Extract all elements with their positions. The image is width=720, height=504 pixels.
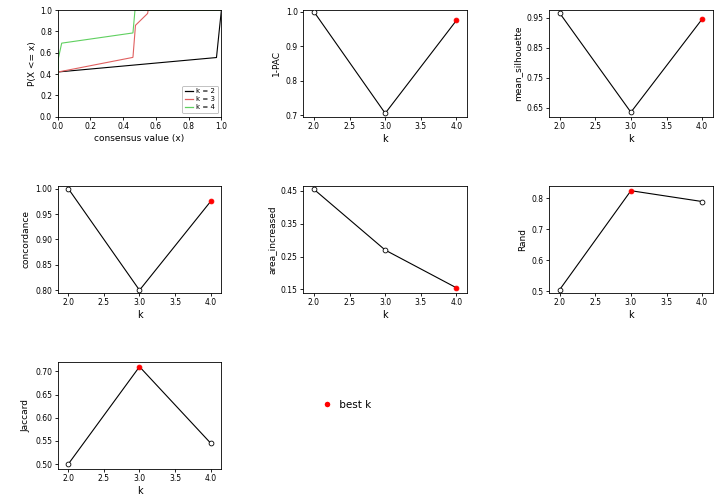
- Point: [63, 184, 74, 193]
- Legend: k = 2, k = 3, k = 4: k = 2, k = 3, k = 4: [182, 86, 218, 113]
- Point: [63, 460, 74, 468]
- Point: [205, 439, 217, 447]
- Point: [379, 109, 391, 117]
- Point: [696, 15, 708, 23]
- Point: [625, 108, 636, 116]
- Point: [308, 8, 320, 16]
- Point: [451, 16, 462, 24]
- X-axis label: k: k: [137, 486, 143, 496]
- Point: [554, 286, 565, 294]
- Y-axis label: concordance: concordance: [22, 210, 31, 269]
- Y-axis label: P(X <= x): P(X <= x): [28, 41, 37, 86]
- Y-axis label: area_increased: area_increased: [268, 205, 276, 274]
- Point: [379, 246, 391, 254]
- Point: [205, 197, 217, 205]
- Point: [308, 185, 320, 194]
- Point: [696, 198, 708, 206]
- Y-axis label: mean_silhouette: mean_silhouette: [513, 26, 522, 101]
- Y-axis label: 1-PAC: 1-PAC: [272, 50, 282, 77]
- X-axis label: k: k: [628, 310, 634, 320]
- Point: [554, 9, 565, 17]
- X-axis label: consensus value (x): consensus value (x): [94, 134, 184, 143]
- X-axis label: k: k: [137, 310, 143, 320]
- X-axis label: k: k: [382, 310, 388, 320]
- Y-axis label: Rand: Rand: [518, 228, 527, 251]
- Point: [625, 186, 636, 195]
- Legend:  best k: best k: [325, 400, 372, 410]
- X-axis label: k: k: [382, 134, 388, 144]
- Y-axis label: Jaccard: Jaccard: [22, 399, 31, 432]
- Point: [451, 284, 462, 292]
- Point: [134, 286, 145, 294]
- X-axis label: k: k: [628, 134, 634, 144]
- Point: [134, 363, 145, 371]
